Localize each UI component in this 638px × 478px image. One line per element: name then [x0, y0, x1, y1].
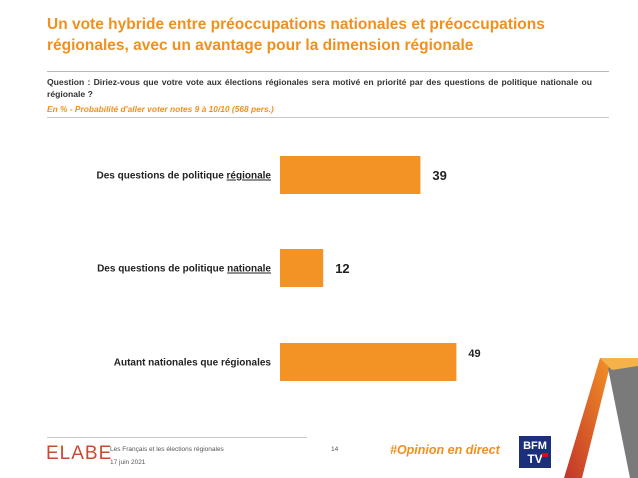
- decorative-a-shape: [564, 358, 638, 478]
- elabe-logo: ELABE: [46, 443, 113, 464]
- value-label-2: 49: [468, 348, 480, 360]
- title-divider: [47, 71, 609, 72]
- svg-text:TV: TV: [527, 452, 542, 466]
- category-label-0: Des questions de politique régionale: [97, 171, 272, 182]
- chart-subtitle: En % - Probabilité d'aller voter notes 9…: [47, 104, 274, 114]
- study-date: 17 juin 2021: [110, 459, 146, 466]
- bar-2: [280, 343, 457, 381]
- bar-1: [280, 249, 324, 287]
- value-label-1: 12: [335, 261, 349, 276]
- hashtag: #Opinion en direct: [390, 443, 500, 457]
- category-label-1: Des questions de politique nationale: [97, 264, 271, 275]
- page-number: 14: [331, 446, 339, 453]
- survey-question: Question : Diriez-vous que votre vote au…: [47, 77, 592, 99]
- page-title: Un vote hybride entre préoccupations nat…: [47, 16, 545, 54]
- footer-divider: [47, 437, 307, 438]
- category-label-2: Autant nationales que régionales: [114, 358, 272, 369]
- study-name: Les Français et les élections régionales: [110, 446, 224, 453]
- question-divider: [47, 117, 609, 118]
- bar-0: [280, 156, 421, 194]
- value-label-0: 39: [432, 168, 446, 183]
- bfm-tv-logo: BFM TV: [519, 436, 551, 468]
- svg-text:BFM: BFM: [523, 440, 547, 452]
